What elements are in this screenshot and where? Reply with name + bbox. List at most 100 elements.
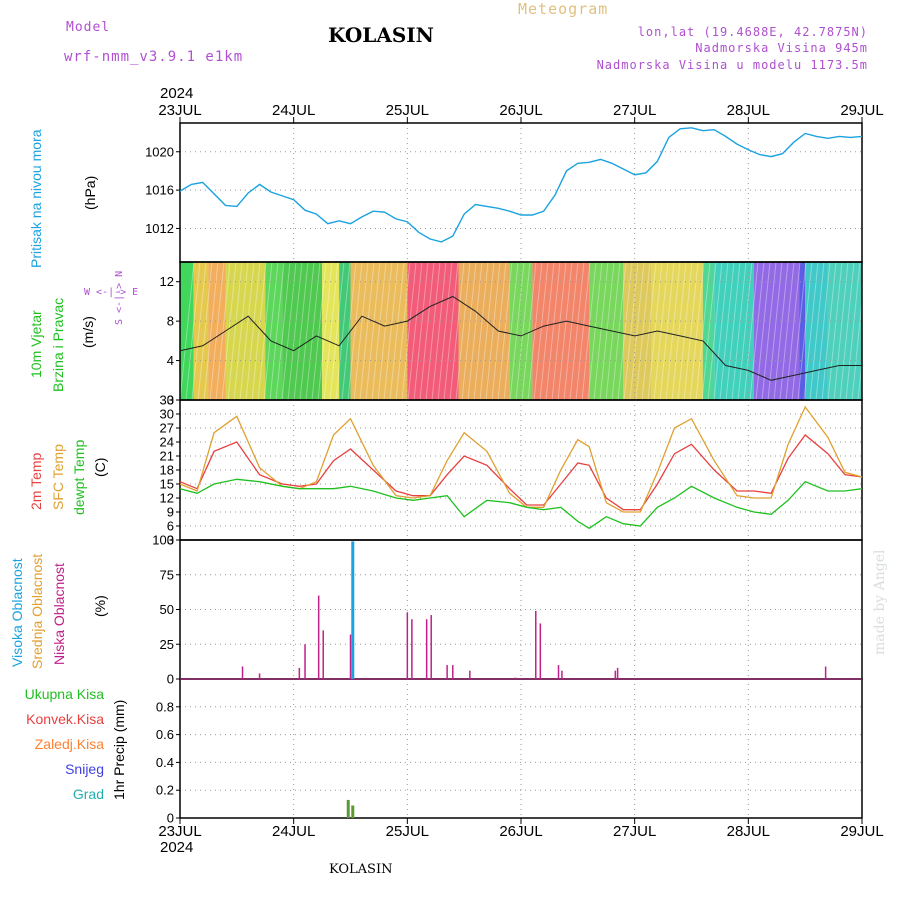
wind-field-band (702, 262, 715, 400)
wind-barb-hatch (689, 261, 705, 401)
cloud-bar (406, 612, 409, 679)
wind-barb-hatch (341, 261, 357, 401)
wind-field-band (407, 262, 459, 400)
wind-barb-hatch (521, 261, 537, 401)
wind-barb-hatch (419, 261, 435, 401)
x-tick-label-bottom: 26JUL (499, 823, 542, 840)
y-tick-label: 50 (160, 602, 174, 617)
wind-field-band (754, 262, 800, 400)
wind-field-band (282, 262, 323, 400)
wind-barb-hatch (587, 261, 603, 401)
wind-barb-hatch (347, 261, 363, 401)
wind-barb-hatch (527, 261, 543, 401)
wind-barb-hatch (287, 261, 303, 401)
wind-barb-hatch (485, 261, 501, 401)
wind-barb-hatch (533, 261, 549, 401)
wind-field-band (714, 262, 755, 400)
wind-barb-hatch (413, 261, 429, 401)
wind-barb-hatch (773, 261, 789, 401)
wind-barb-hatch (803, 261, 819, 401)
wind-barb-hatch (401, 261, 417, 401)
y-tick-label: 0.4 (156, 755, 174, 770)
wind-barb-hatch (365, 261, 381, 401)
cloud-bar (351, 541, 355, 679)
wind-barb-hatch (185, 261, 201, 401)
wind-field-band (827, 262, 862, 400)
wind-barb-hatch (779, 261, 795, 401)
wind-field-band (265, 262, 283, 400)
wind-barb-hatch (299, 261, 315, 401)
cloud-bar (616, 667, 619, 679)
wind-barb-hatch (437, 261, 453, 401)
wind-barb-hatch (215, 261, 231, 401)
wind-barb-hatch (767, 261, 783, 401)
y-tick-label: 0.2 (156, 783, 174, 798)
y-tick-label: 21 (160, 449, 174, 464)
wind-barb-hatch (791, 261, 807, 401)
wind-field-band (651, 262, 703, 400)
wind-barb-hatch (233, 261, 249, 401)
cloud-bar (446, 665, 448, 679)
wind-barb-hatch (467, 261, 483, 401)
y-tick-label: 0 (167, 811, 174, 826)
wind-barb-hatch (251, 261, 267, 401)
y-tick-label: 0 (167, 393, 174, 408)
wind-barb-hatch (389, 261, 405, 401)
year-bottom: 2024 (160, 839, 194, 856)
wind-barb-hatch (743, 261, 759, 401)
temp-dewpoint-line (179, 478, 863, 530)
wind-barb-hatch (509, 261, 525, 401)
wind-barb-hatch (335, 261, 351, 401)
x-tick-label-top: 24JUL (272, 102, 315, 119)
wind-barb-hatch (209, 261, 225, 401)
wind-barb-hatch (383, 261, 399, 401)
wind-barb-hatch (683, 261, 699, 401)
precip-conv-label: Konvek.Kisa (26, 711, 104, 727)
y-tick-label: 0.6 (156, 727, 174, 742)
wind-barb-hatch (239, 261, 255, 401)
wind-barb-hatch (809, 261, 825, 401)
wind-barb-hatch (839, 261, 855, 401)
wind-barb-hatch (461, 261, 477, 401)
wind-barb-hatch (701, 261, 717, 401)
cloud-bar (539, 623, 542, 679)
wind-barb-hatch (329, 261, 345, 401)
cloud-bar (349, 634, 352, 679)
y-tick-label: 25 (160, 637, 174, 652)
y-tick-label: 15 (160, 477, 174, 492)
y-tick-label: 4 (167, 353, 174, 368)
wind-barb-hatch (197, 261, 213, 401)
y-tick-label: 1020 (145, 144, 174, 159)
wind-barb-hatch (263, 261, 279, 401)
wind-barb-hatch (671, 261, 687, 401)
x-tick-label-bottom: 23JUL (158, 823, 201, 840)
wind-field-band (193, 262, 209, 400)
y-tick-label: 24 (160, 435, 174, 450)
wind-barb-hatch (599, 261, 615, 401)
y-tick-label: 27 (160, 421, 174, 436)
wind-field-band (180, 262, 194, 400)
wind-barb-hatch (719, 261, 735, 401)
y-tick-label: 1016 (145, 183, 174, 198)
y-tick-label: 0.8 (156, 699, 174, 714)
wind-barb-hatch (497, 261, 513, 401)
wind-compass-we: W <-|-> E (84, 287, 139, 298)
cloud-bar (514, 677, 517, 679)
page-title: KOLASIN (328, 23, 434, 47)
x-tick-label-bottom: 24JUL (272, 823, 315, 840)
wind-barb-hatch (833, 261, 849, 401)
wind-barb-hatch (545, 261, 561, 401)
x-tick-label-top: 25JUL (386, 102, 429, 119)
y-tick-label: 18 (160, 463, 174, 478)
wind-barb-hatch (731, 261, 747, 401)
cloud-bar (258, 673, 261, 679)
model-label: Model (66, 20, 111, 35)
wind-barb-hatch (425, 261, 441, 401)
wind-barb-hatch (395, 261, 411, 401)
wind-speed-line (179, 295, 862, 381)
wind-barb-hatch (713, 261, 729, 401)
y-tick-label: 3 (167, 533, 174, 548)
cloud-bar (304, 644, 306, 679)
cloud-bar (317, 595, 320, 679)
wind-barb-hatch (275, 261, 291, 401)
